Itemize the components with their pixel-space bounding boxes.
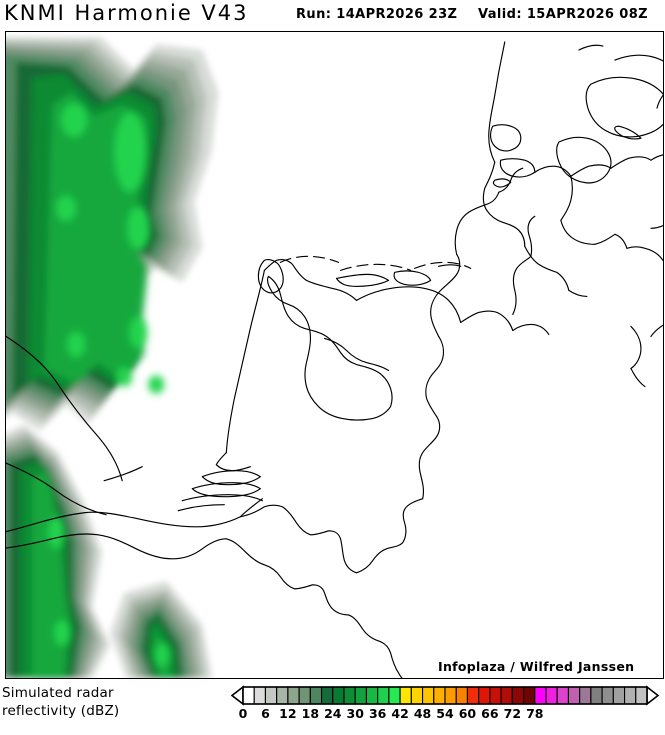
- run-time-label: Run: 14APR2026 23Z: [296, 7, 458, 22]
- colorbar-tick-label: 24: [324, 706, 342, 721]
- header-bar: KNMI Harmonie V43 Run: 14APR2026 23Z Val…: [0, 0, 665, 30]
- colorbar-tick-label: 18: [302, 706, 319, 721]
- valid-time-label: Valid: 15APR2026 08Z: [478, 7, 648, 22]
- legend-panel: Simulated radar reflectivity (dBZ) 0 6 12 1…: [0, 679, 665, 735]
- coastline-layer: [6, 41, 663, 678]
- legend-caption: Simulated radar reflectivity (dBZ): [2, 685, 120, 719]
- colorbar-tick-label: 60: [459, 706, 477, 721]
- radar-reflectivity-field: [6, 37, 219, 678]
- map-panel[interactable]: [5, 31, 664, 679]
- colorbar-tick-label: 48: [414, 706, 431, 721]
- colorbar-tick-label: 72: [504, 706, 521, 721]
- colorbar-tick-label: 0: [239, 706, 248, 721]
- colorbar-tick-label: 66: [481, 706, 499, 721]
- colorbar[interactable]: 0 6 12 18 24 30 36 42 48 54 60 66 72 78: [231, 683, 663, 729]
- colorbar-tick-label: 42: [391, 706, 408, 721]
- colorbar-tick-label: 54: [436, 706, 454, 721]
- colorbar-tick-label: 12: [279, 706, 296, 721]
- colorbar-tick-label: 36: [369, 706, 387, 721]
- colorbar-svg: 0 6 12 18 24 30 36 42 48 54 60 66 72 78: [231, 685, 660, 721]
- map-canvas: [6, 32, 663, 678]
- colorbar-tick-label: 6: [261, 706, 270, 721]
- colorbar-tick-label: 78: [526, 706, 543, 721]
- colorbar-tick-label: 30: [347, 706, 365, 721]
- attribution-label: Infoplaza / Wilfred Janssen: [438, 659, 635, 674]
- model-title: KNMI Harmonie V43: [4, 1, 249, 25]
